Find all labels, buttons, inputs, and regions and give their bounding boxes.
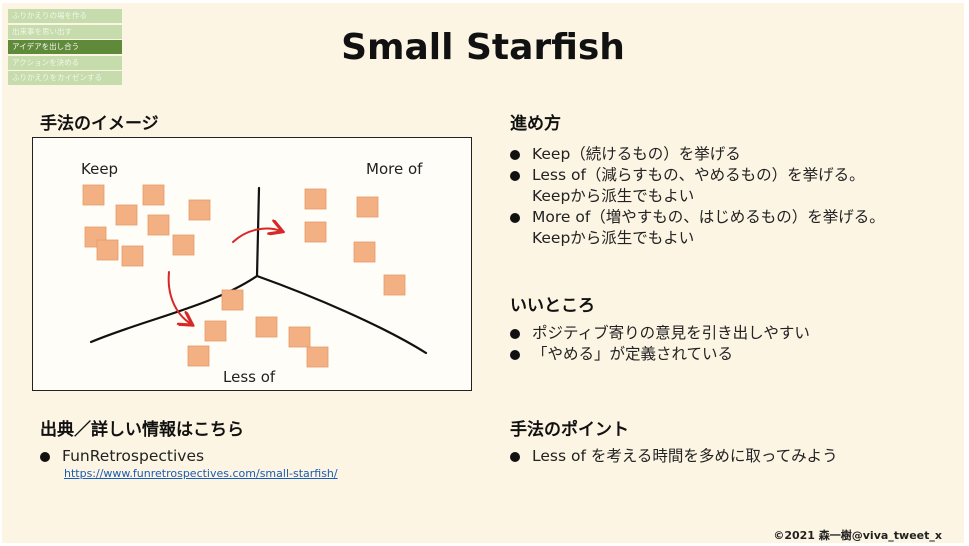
sticky-note [147,214,170,236]
list-item: Less of（減らすもの、やめるもの）を挙げる。 Keepから派生でもよい [510,165,885,207]
source-heading: 出典／詳しい情報はこちら [40,420,244,440]
image-heading: 手法のイメージ [40,114,159,134]
howto-item-line: Keep（続けるもの）を挙げる [532,145,741,163]
sticky-note [187,345,210,367]
sticky-note [115,204,138,226]
source-url-link[interactable]: https://www.funretrospectives.com/small-… [64,467,338,480]
sticky-note [172,234,195,256]
nav-item-share-ideas[interactable]: アイデアを出し合う [8,40,122,54]
sticky-note [353,241,376,263]
arrow-to-less-of [167,271,191,324]
sticky-note [306,346,329,368]
sticky-note [255,316,278,338]
bullet-icon [510,452,520,462]
slide: ふりかえりの場を作る 出来事を思い出す アイデアを出し合う アクションを決める … [2,3,964,543]
label-less-of: Less of [223,368,276,386]
section-nav: ふりかえりの場を作る 出来事を思い出す アイデアを出し合う アクションを決める … [8,9,122,87]
howto-item-line: Less of（減らすもの、やめるもの）を挙げる。 [532,166,865,184]
good-point-text: 「やめる」が定義されている [532,345,734,363]
point-heading: 手法のポイント [510,420,629,440]
bullet-icon [510,329,520,339]
sticky-note [142,184,165,206]
howto-item-line: Keepから派生でもよい [532,187,695,205]
sticky-note [96,239,119,261]
label-more-of: More of [366,160,423,178]
sticky-note [383,274,406,296]
howto-list: Keep（続けるもの）を挙げる Less of（減らすもの、やめるもの）を挙げる… [510,144,885,249]
sticky-note [204,320,227,342]
point-text: Less of を考える時間を多めに取ってみよう [532,447,838,465]
source-name: FunRetrospectives [62,447,205,465]
list-item: Keep（続けるもの）を挙げる [510,144,885,165]
arrows [167,229,281,324]
sticky-note [121,245,144,267]
sticky-note [304,221,327,243]
howto-item-line: More of（増やすもの、はじめるもの）を挙げる。 [532,208,885,226]
sticky-note [82,184,105,206]
howto-heading: 進め方 [510,114,561,134]
list-item: 「やめる」が定義されている [510,344,810,365]
sticky-note [356,196,379,218]
bullet-icon [510,213,520,223]
copyright-credit: ©2021 森一樹@viva_tweet_x [773,529,942,542]
arrow-to-more-of [232,229,281,243]
nav-item-create-space[interactable]: ふりかえりの場を作る [8,9,122,23]
sticky-note [188,199,211,221]
howto-item-line: Keepから派生でもよい [532,229,695,247]
sticky-note [304,188,327,210]
list-item: ポジティブ寄りの意見を引き出しやすい [510,323,810,344]
good-points-heading: いいところ [510,296,595,316]
bullet-icon [40,452,50,462]
good-points-list: ポジティブ寄りの意見を引き出しやすい 「やめる」が定義されている [510,323,810,365]
sticky-note [288,326,311,348]
good-point-text: ポジティブ寄りの意見を引き出しやすい [532,324,810,342]
bullet-icon [510,350,520,360]
sticky-note [221,289,244,311]
nav-item-recall-events[interactable]: 出来事を思い出す [8,24,122,39]
bullet-icon [510,171,520,181]
point-list: Less of を考える時間を多めに取ってみよう [510,446,838,467]
nav-item-improve-retro[interactable]: ふりかえりをカイゼンする [8,71,122,85]
list-item: More of（増やすもの、はじめるもの）を挙げる。 Keepから派生でもよい [510,207,885,249]
source-list: FunRetrospectives [40,446,204,467]
list-item: FunRetrospectives [40,446,204,467]
sticky-notes [82,184,406,368]
bullet-icon [510,150,520,160]
list-item: Less of を考える時間を多めに取ってみよう [510,446,838,467]
label-keep: Keep [81,160,118,178]
slide-title: Small Starfish [341,27,625,68]
starfish-diagram: Keep More of Less of [32,137,472,391]
nav-item-decide-actions[interactable]: アクションを決める [8,55,122,70]
